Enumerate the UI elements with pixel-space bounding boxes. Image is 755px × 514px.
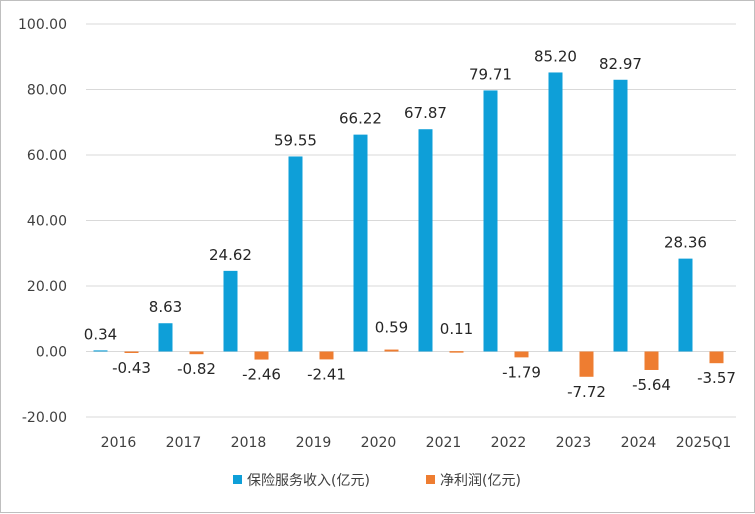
- data-label-revenue: 85.20: [534, 47, 577, 65]
- data-label-revenue: 66.22: [339, 110, 382, 128]
- bar-net-profit: [514, 351, 529, 358]
- bar-net-profit: [644, 351, 659, 370]
- bars: [93, 72, 724, 377]
- data-label-revenue: 0.34: [84, 325, 117, 343]
- x-tick-label: 2020: [361, 435, 397, 451]
- bar-net-profit: [709, 351, 724, 364]
- bar-revenue: [353, 134, 368, 352]
- bar-revenue: [483, 90, 498, 352]
- y-tick-label: 20.00: [27, 279, 67, 295]
- legend: 保险服务收入(亿元) 净利润(亿元): [233, 473, 521, 489]
- data-label-revenue: 24.62: [209, 246, 252, 264]
- x-tick-label: 2019: [296, 435, 332, 451]
- data-label-net-profit: -0.82: [177, 360, 216, 378]
- data-label-net-profit: -2.46: [242, 366, 281, 384]
- data-label-net-profit: -1.79: [502, 363, 541, 381]
- data-label-revenue: 59.55: [274, 131, 317, 149]
- data-label-revenue: 82.97: [599, 55, 642, 73]
- data-label-revenue: 8.63: [149, 298, 182, 316]
- y-tick-label: -20.00: [22, 410, 67, 426]
- data-label-net-profit: 0.11: [440, 320, 473, 338]
- x-axis-ticks: 2016 2017 2018 2019 2020 2021 2022 2023 2024 2025…: [101, 435, 732, 451]
- x-tick-label: 2024: [621, 435, 657, 451]
- bar-revenue: [93, 350, 108, 352]
- bar-revenue: [223, 270, 238, 352]
- gridlines: [86, 23, 736, 418]
- bar-revenue: [288, 156, 303, 352]
- y-tick-label: 80.00: [27, 83, 67, 99]
- data-label-net-profit: 0.59: [375, 319, 408, 337]
- x-tick-label: 2016: [101, 435, 137, 451]
- y-tick-label: 0.00: [36, 345, 67, 361]
- x-tick-label: 2023: [556, 435, 592, 451]
- x-tick-label: 2022: [491, 435, 527, 451]
- y-tick-label: 100.00: [18, 17, 67, 33]
- x-tick-label: 2018: [231, 435, 267, 451]
- y-tick-label: 40.00: [27, 214, 67, 230]
- bar-revenue: [158, 323, 173, 352]
- bar-net-profit: [449, 351, 464, 353]
- x-tick-label: 2021: [426, 435, 462, 451]
- data-label-revenue: 67.87: [404, 104, 447, 122]
- y-tick-label: 60.00: [27, 148, 67, 164]
- bar-net-profit: [189, 351, 204, 355]
- bar-net-profit: [124, 351, 139, 353]
- legend-swatch-revenue: [233, 475, 242, 484]
- bar-revenue: [418, 129, 433, 352]
- legend-swatch-net-profit: [426, 475, 435, 484]
- data-label-net-profit: -2.41: [307, 365, 346, 383]
- data-label-net-profit: -3.57: [697, 369, 736, 387]
- bar-net-profit: [579, 351, 594, 377]
- data-label-net-profit: -7.72: [567, 383, 606, 401]
- data-labels: 0.34 -0.43 8.63 -0.82 24.62 -2.46 59.55 -2.41 66…: [84, 47, 736, 400]
- legend-label-net-profit: 净利润(亿元): [440, 473, 521, 489]
- bar-net-profit: [254, 351, 269, 360]
- data-label-net-profit: -5.64: [632, 376, 671, 394]
- bar-net-profit: [319, 351, 334, 360]
- bar-net-profit: [384, 349, 399, 352]
- data-label-net-profit: -0.43: [112, 359, 151, 377]
- y-axis-ticks: 100.00 80.00 60.00 40.00 20.00 0.00 -20.00: [18, 17, 67, 426]
- legend-label-revenue: 保险服务收入(亿元): [247, 473, 370, 489]
- bar-revenue: [678, 258, 693, 352]
- data-label-revenue: 28.36: [664, 234, 707, 252]
- x-tick-label: 2025Q1: [676, 435, 732, 451]
- data-label-revenue: 79.71: [469, 65, 512, 83]
- bar-revenue: [548, 72, 563, 352]
- bar-revenue: [613, 79, 628, 352]
- x-tick-label: 2017: [166, 435, 202, 451]
